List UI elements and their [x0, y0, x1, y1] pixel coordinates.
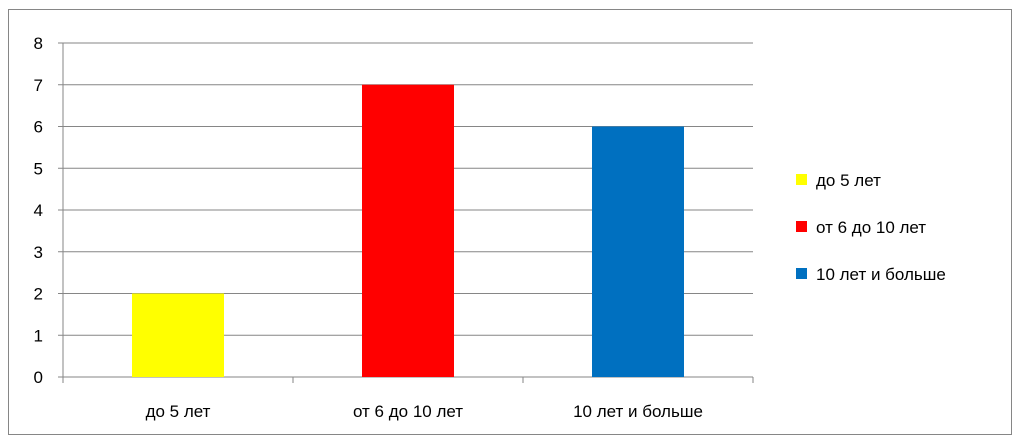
y-tick-label: 5 — [34, 159, 43, 178]
legend-label: до 5 лет — [816, 171, 881, 190]
bar — [132, 293, 224, 377]
y-tick-label: 8 — [34, 34, 43, 53]
legend-label: от 6 до 10 лет — [816, 218, 926, 237]
y-tick-label: 6 — [34, 118, 43, 137]
x-tick-label: от 6 до 10 лет — [353, 402, 463, 421]
legend: до 5 лет от 6 до 10 лет 10 лет и больше — [796, 171, 946, 284]
y-tick-label: 0 — [34, 368, 43, 387]
y-tick-label: 4 — [34, 201, 43, 220]
y-tick-label: 7 — [34, 76, 43, 95]
y-tick-label: 2 — [34, 285, 43, 304]
bar — [362, 84, 454, 377]
tick-labels: 0 1 2 3 4 5 6 7 8 до 5 лет от 6 до 10 лет 10 лет и … — [34, 34, 703, 421]
x-tick-label: до 5 лет — [146, 402, 211, 421]
legend-label: 10 лет и больше — [816, 265, 946, 284]
legend-swatch — [796, 174, 807, 185]
y-tick-label: 3 — [34, 243, 43, 262]
bar — [592, 126, 684, 377]
x-tick-label: 10 лет и больше — [573, 402, 703, 421]
bars — [132, 84, 684, 377]
legend-swatch — [796, 221, 807, 232]
legend-swatch — [796, 268, 807, 279]
y-tick-label: 1 — [34, 326, 43, 345]
